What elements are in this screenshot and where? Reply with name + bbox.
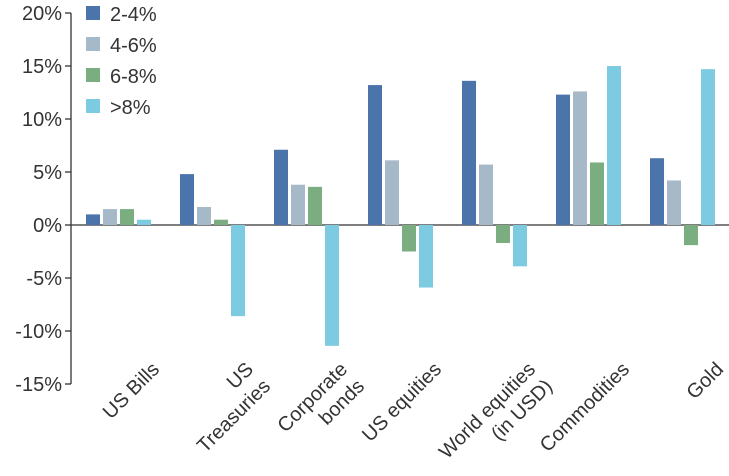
y-tick-label: 20%: [22, 3, 62, 25]
bar-46-3: [385, 160, 399, 225]
bar-8-3: [419, 225, 433, 288]
y-tick-label: -5%: [26, 268, 62, 290]
bar-68-1: [214, 219, 228, 225]
bar-8-5: [607, 66, 621, 225]
y-tick-label: 0%: [33, 215, 62, 237]
legend-label: >8%: [110, 97, 151, 119]
bar-24-5: [556, 94, 570, 226]
y-tick-label: -15%: [15, 374, 62, 396]
bar-8-1: [231, 225, 245, 317]
bar-68-2: [308, 186, 322, 225]
bar-24-3: [368, 85, 382, 225]
bar-68-4: [496, 225, 510, 244]
category-label-line: US equities: [358, 358, 446, 446]
y-tick-label: 15%: [22, 56, 62, 78]
category-label: World equities(in USD): [435, 358, 557, 463]
bars: [86, 66, 715, 346]
legend-label: 2-4%: [110, 4, 157, 26]
y-tick-label: 5%: [33, 162, 62, 184]
bar-24-6: [650, 158, 664, 225]
bar-24-0: [86, 214, 100, 225]
bar-8-6: [701, 69, 715, 226]
axes: [70, 13, 729, 384]
y-axis-ticks: 20% 15% 10% 5% 0% -5% -10% -15%: [15, 3, 71, 396]
legend: 2-4% 4-6% 6-8% >8%: [86, 4, 157, 119]
category-label-line: Commodities: [536, 358, 634, 456]
bar-24-2: [274, 149, 288, 225]
category-label: Commodities: [536, 358, 634, 456]
bar-46-1: [197, 206, 211, 225]
legend-label: 6-8%: [110, 66, 157, 88]
y-tick-label: -10%: [15, 321, 62, 343]
bar-8-0: [137, 219, 151, 225]
bar-46-4: [479, 164, 493, 225]
legend-label: 4-6%: [110, 35, 157, 57]
bar-8-4: [513, 225, 527, 267]
legend-swatch: [86, 68, 100, 82]
category-label: Gold: [683, 358, 728, 403]
legend-swatch: [86, 6, 100, 20]
category-label-line: Gold: [683, 358, 728, 403]
bar-68-3: [402, 225, 416, 252]
bar-46-6: [667, 180, 681, 225]
bar-46-2: [291, 184, 305, 225]
bar-68-5: [590, 162, 604, 225]
category-label: US equities: [358, 358, 446, 446]
bar-24-4: [462, 80, 476, 225]
bar-68-0: [120, 209, 134, 225]
bar-68-6: [684, 225, 698, 246]
bar-8-2: [325, 225, 339, 346]
legend-swatch: [86, 99, 100, 113]
category-label: US Bills: [99, 358, 164, 423]
bar-46-0: [103, 209, 117, 225]
bar-24-1: [180, 174, 194, 225]
category-label-line: US Bills: [99, 358, 164, 423]
legend-swatch: [86, 37, 100, 51]
bar-46-5: [573, 91, 587, 225]
y-tick-label: 10%: [22, 109, 62, 131]
